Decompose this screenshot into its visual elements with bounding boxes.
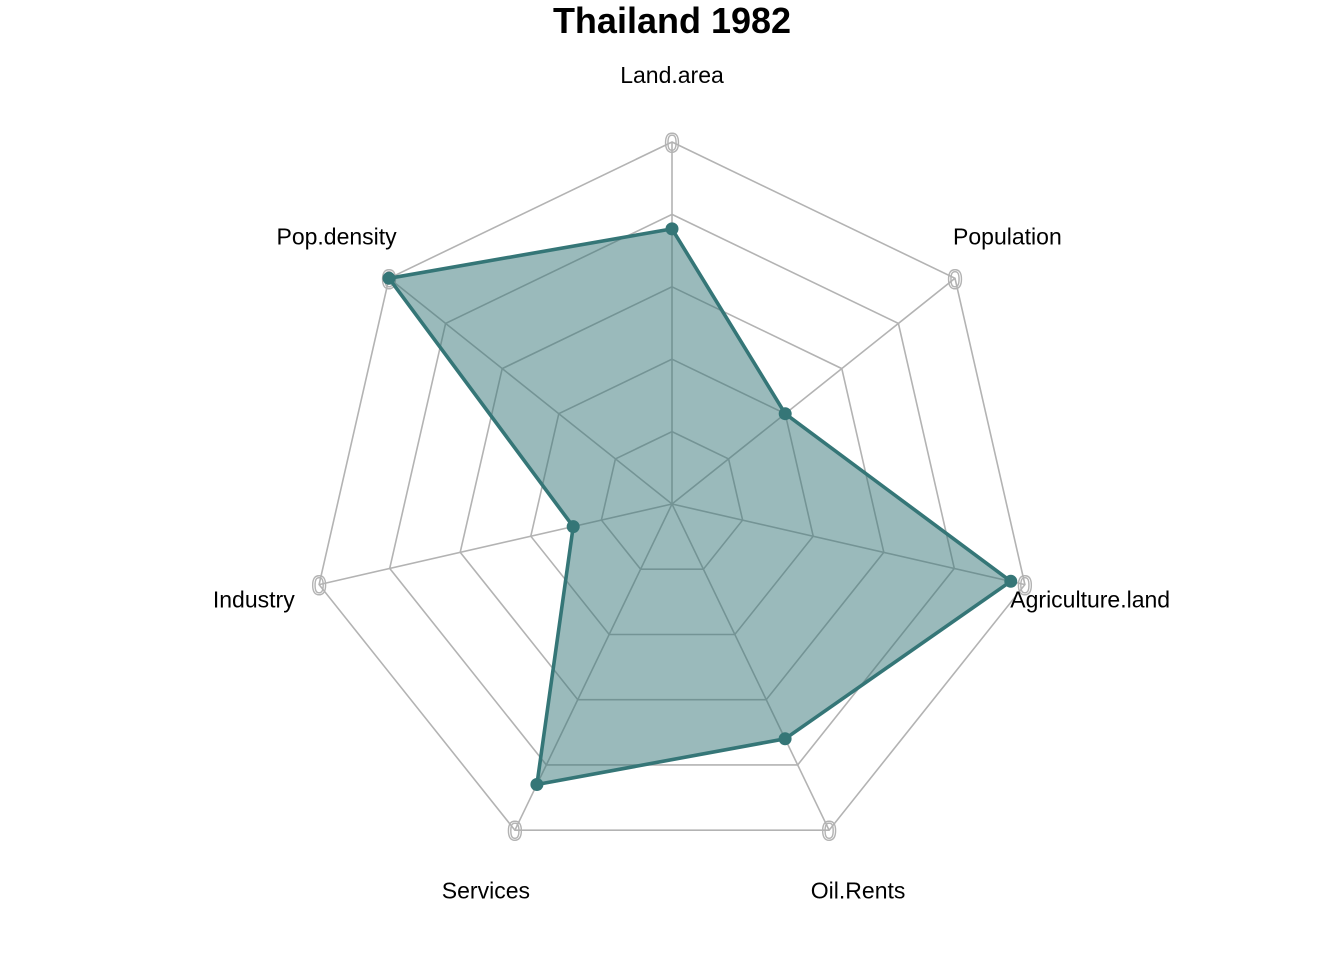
series-point	[778, 407, 792, 421]
axis-label: Land.area	[620, 62, 724, 88]
axis-tick-label: 0	[1017, 571, 1032, 601]
axis-label: Pop.density	[276, 224, 397, 250]
series-point	[665, 222, 679, 236]
radar-series	[382, 222, 1018, 791]
axis-label: Population	[953, 224, 1062, 250]
axis-label: Agriculture.land	[1010, 587, 1170, 613]
chart-title: Thailand 1982	[553, 0, 791, 41]
axis-tick-label: 0	[507, 816, 522, 846]
axis-tick-label: 0	[312, 571, 327, 601]
grid-ring	[318, 141, 1026, 832]
axis-tick-label: 0	[822, 816, 837, 846]
series-point	[566, 520, 580, 534]
series-point	[382, 271, 396, 285]
radar-axis-labels: Land.area Population Agriculture.land Oil.R…	[213, 62, 1170, 904]
axis-tick-label: 0	[664, 128, 679, 158]
series-area	[387, 227, 1013, 787]
series-point	[1004, 574, 1018, 588]
series-point	[530, 778, 544, 791]
grid-ring	[388, 213, 956, 766]
axis-label: Services	[442, 878, 530, 904]
series-point	[778, 732, 792, 746]
axis-label: Oil.Rents	[811, 878, 906, 904]
axis-label: Industry	[213, 587, 295, 613]
axis-tick-label: 0	[947, 264, 962, 294]
